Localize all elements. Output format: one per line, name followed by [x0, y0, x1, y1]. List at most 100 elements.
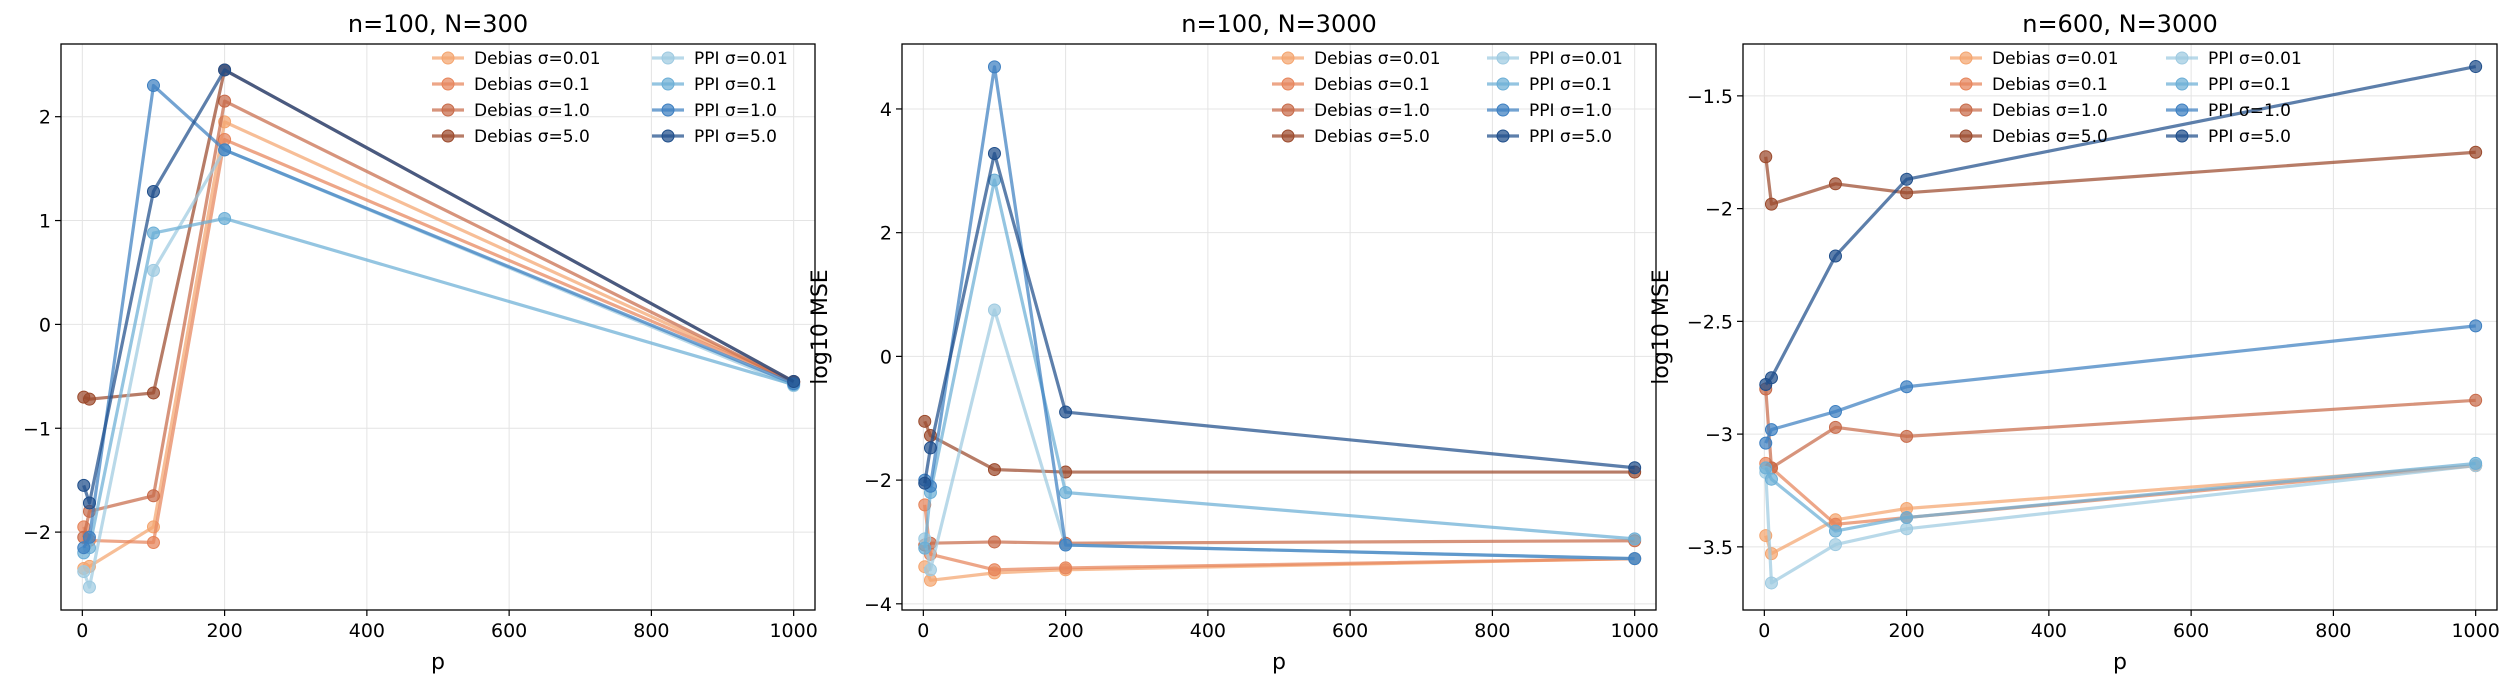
legend: Debias σ=0.01 Debias σ=0.1 Debias σ=1.0 Deb… — [1272, 49, 1623, 147]
legend-marker — [1959, 77, 1973, 91]
data-point — [1059, 538, 1073, 552]
data-point — [1828, 249, 1842, 263]
legend-marker — [441, 77, 455, 91]
legend-marker — [1496, 103, 1510, 117]
data-point — [1828, 405, 1842, 419]
legend-item: Debias σ=1.0 — [1950, 101, 2108, 121]
data-point — [146, 226, 160, 240]
data-point — [218, 211, 232, 225]
legend-label: PPI σ=0.1 — [1529, 75, 1612, 95]
y-tick-label: 2 — [39, 107, 51, 129]
y-tick-label: −2.5 — [1687, 311, 1733, 333]
series-8 — [1759, 60, 2483, 392]
chart-panel-2: 0 200 400 600 800 1000 −4 −2 0 2 4 n=100, N=3000 p lo… — [808, 10, 1659, 675]
series-6 — [77, 211, 801, 560]
x-tick-label: 400 — [1190, 620, 1226, 642]
series-8 — [918, 146, 1642, 490]
legend-label: Debias σ=0.01 — [474, 49, 601, 69]
data-point — [1900, 429, 1914, 443]
x-tick-label: 800 — [633, 620, 669, 642]
legend-label: PPI σ=0.01 — [694, 49, 788, 69]
y-tick-label: −4 — [864, 594, 892, 616]
series-line — [82, 148, 795, 589]
legend-label: Debias σ=5.0 — [1992, 127, 2108, 147]
series-6 — [1759, 456, 2483, 538]
series-line — [82, 216, 795, 555]
y-tick-label: −2 — [23, 522, 51, 544]
legend: Debias σ=0.01 Debias σ=0.1 Debias σ=1.0 Deb… — [432, 49, 788, 147]
legend-item: PPI σ=0.1 — [1487, 75, 1612, 95]
x-tick-label: 800 — [2315, 620, 2351, 642]
legend-item: PPI σ=0.01 — [1487, 49, 1623, 69]
data-point — [1764, 371, 1778, 385]
legend-item: Debias σ=0.1 — [432, 75, 590, 95]
data-point — [1759, 461, 1773, 475]
legend-marker — [661, 51, 675, 65]
data-point — [1828, 420, 1842, 434]
data-point — [2469, 456, 2483, 470]
data-point — [2469, 145, 2483, 159]
legend-item: PPI σ=1.0 — [1487, 101, 1612, 121]
plot-frame — [901, 43, 1657, 611]
series-3 — [77, 94, 801, 544]
data-point — [1628, 532, 1642, 546]
data-point — [2469, 393, 2483, 407]
data-point — [1764, 472, 1778, 486]
legend-item: Debias σ=0.1 — [1272, 75, 1430, 95]
legend-marker — [1959, 51, 1973, 65]
x-tick-label: 400 — [2031, 620, 2067, 642]
data-point — [923, 441, 937, 455]
legend-item: PPI σ=0.01 — [652, 49, 788, 69]
legend-label: Debias σ=0.1 — [1992, 75, 2108, 95]
x-tick-label: 600 — [491, 620, 527, 642]
data-point — [1900, 380, 1914, 394]
series-line — [1764, 324, 2476, 444]
legend-marker — [1496, 77, 1510, 91]
series-4 — [1759, 145, 2483, 211]
data-point — [146, 263, 160, 277]
data-point — [1900, 511, 1914, 525]
y-tick-label: 2 — [880, 223, 892, 245]
data-point — [146, 79, 160, 93]
data-point — [923, 563, 937, 577]
y-tick-label: −2 — [864, 470, 892, 492]
legend-label: Debias σ=0.01 — [1992, 49, 2119, 69]
y-tick-label: −3.5 — [1687, 537, 1733, 559]
series-6 — [918, 173, 1642, 555]
legend-marker — [661, 103, 675, 117]
legend-marker — [441, 51, 455, 65]
legend-item: PPI σ=0.1 — [652, 75, 777, 95]
legend-item: PPI σ=1.0 — [652, 101, 777, 121]
data-point — [146, 386, 160, 400]
legend-marker — [661, 77, 675, 91]
series-7 — [1759, 319, 2483, 450]
x-tick-label: 0 — [76, 620, 88, 642]
data-point — [1759, 436, 1773, 450]
data-point — [987, 146, 1001, 160]
data-point — [82, 392, 96, 406]
data-point — [1059, 485, 1073, 499]
legend-label: PPI σ=1.0 — [1529, 101, 1612, 121]
legend-label: PPI σ=5.0 — [2208, 127, 2291, 147]
data-point — [1764, 197, 1778, 211]
x-tick-label: 200 — [1888, 620, 1924, 642]
series-line — [1764, 388, 2476, 470]
x-tick-label: 200 — [1047, 620, 1083, 642]
legend-item: PPI σ=1.0 — [2166, 101, 2291, 121]
data-point — [987, 535, 1001, 549]
legend-label: PPI σ=5.0 — [1529, 127, 1612, 147]
legend-item: PPI σ=0.1 — [2166, 75, 2291, 95]
data-point — [987, 60, 1001, 74]
plot-frame — [1742, 43, 2498, 611]
legend-marker — [441, 103, 455, 117]
legend-label: PPI σ=1.0 — [2208, 101, 2291, 121]
x-tick-label: 800 — [1474, 620, 1510, 642]
data-point — [1828, 177, 1842, 191]
data-point — [82, 580, 96, 594]
data-point — [82, 496, 96, 510]
series-8 — [77, 63, 801, 510]
data-point — [218, 143, 232, 157]
x-tick-label: 0 — [917, 620, 929, 642]
data-point — [1900, 522, 1914, 536]
